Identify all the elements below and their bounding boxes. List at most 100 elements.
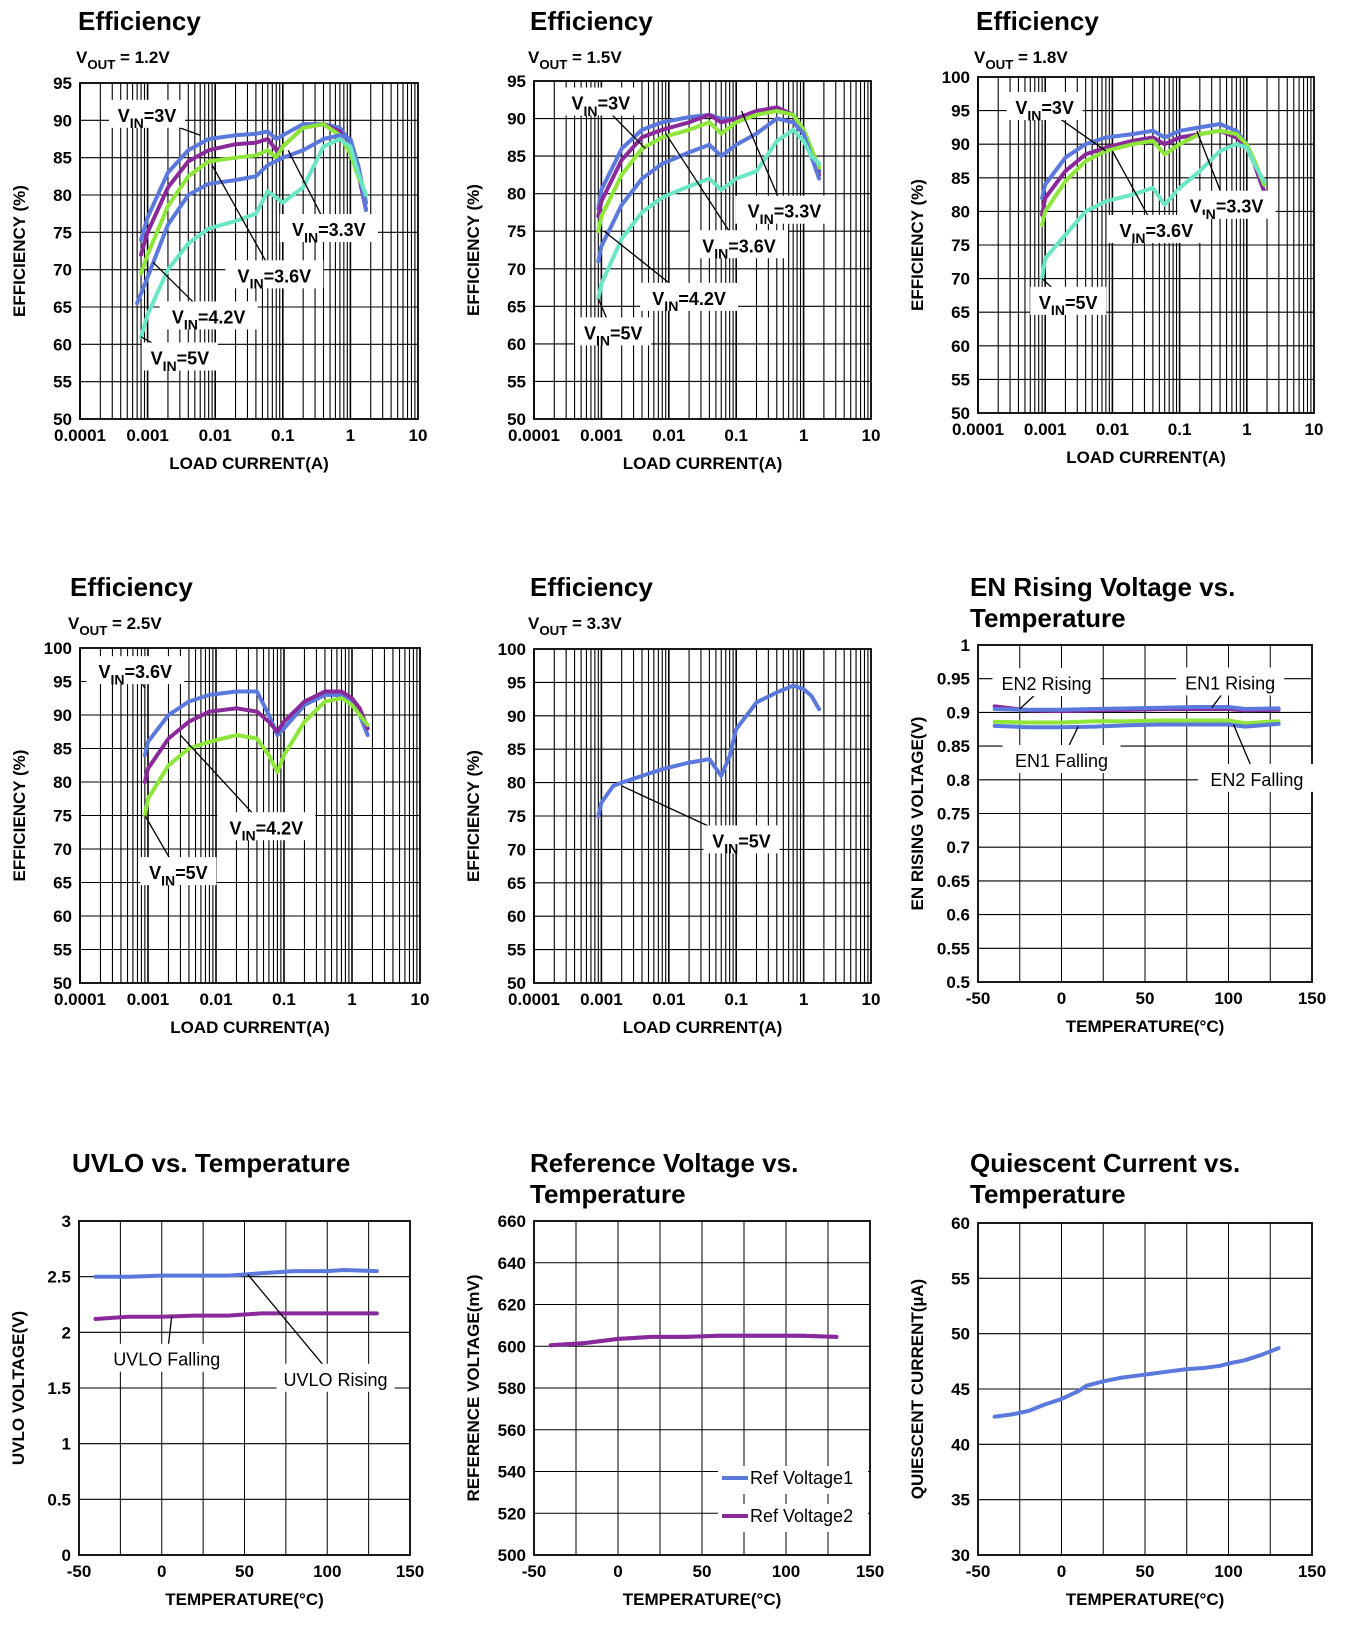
callout-label: EN1 Rising	[1185, 673, 1275, 693]
grid	[977, 76, 1315, 414]
x-tick-label: 0.0001	[508, 990, 560, 1009]
callout-label: VIN=5V	[1039, 293, 1098, 318]
y-axis-label: EFFICIENCY (%)	[464, 184, 483, 316]
callout-background	[1107, 214, 1206, 243]
y-tick-label: 70	[53, 261, 72, 280]
y-tick-label: 80	[53, 773, 72, 792]
y-tick-label: 75	[507, 807, 526, 826]
y-tick-label: 75	[53, 807, 72, 826]
callout-label-value: =4.2V	[678, 289, 726, 309]
chart-subtitle: VOUT = 1.2V	[76, 48, 170, 72]
series-line-1	[992, 1346, 1281, 1419]
x-tick-label: 1	[799, 990, 808, 1009]
callout-label-main: V	[702, 236, 714, 256]
callout-label-subscript: IN	[161, 872, 175, 888]
plot-frame	[79, 647, 421, 984]
x-tick-label: 0.0001	[508, 426, 560, 445]
series-line-2	[992, 721, 1281, 730]
x-axis-label: LOAD CURRENT(A)	[623, 1018, 783, 1037]
chart-6: EN Rising Voltage vs.Temperature 0.5 0.55 0…	[908, 572, 1326, 1036]
y-tick-label: 65	[507, 874, 526, 893]
y-tick-label: 85	[53, 740, 72, 759]
callout-label-subscript: IN	[304, 229, 318, 245]
series-line-3	[142, 696, 370, 818]
x-tick-label: 0.1	[724, 426, 748, 445]
x-tick-label: 0	[613, 1562, 622, 1581]
x-tick-label: 10	[409, 426, 428, 445]
callout-label-main: V	[1119, 221, 1131, 241]
callout-label-main: V	[712, 831, 724, 851]
callout-label-subscript: IN	[724, 841, 738, 857]
callout-label-subscript: IN	[760, 211, 774, 227]
series-line-3	[1040, 128, 1266, 227]
x-axis-label: LOAD CURRENT(A)	[169, 454, 329, 473]
chart-title: Quiescent Current vs.	[970, 1148, 1240, 1178]
y-tick-label: 75	[507, 222, 526, 241]
callout-background	[86, 656, 185, 685]
callout-background	[1176, 667, 1285, 696]
y-tick-label: 90	[507, 707, 526, 726]
callout-label: EN1 Falling	[1015, 751, 1108, 771]
callout-background	[1006, 91, 1083, 120]
legend-label: Ref Voltage2	[750, 1506, 853, 1526]
x-tick-label: 10	[411, 990, 430, 1009]
callout-label-value: =3V	[1041, 98, 1074, 118]
grid	[977, 1222, 1313, 1556]
x-tick-label: 1	[1242, 420, 1251, 439]
x-tick-label: 10	[862, 426, 881, 445]
y-tick-label: 90	[53, 706, 72, 725]
y-tick-label: 60	[951, 1214, 970, 1233]
callout-background	[735, 195, 834, 224]
callout-label-value: =3.6V	[728, 236, 776, 256]
y-tick-label: 50	[507, 974, 526, 993]
callout-label: VIN=3.6V	[98, 662, 172, 687]
callout-label: VIN=3V	[118, 106, 177, 131]
series-line-4	[596, 116, 822, 264]
plot-frame	[533, 648, 872, 984]
chart-subtitle-value: = 3.3V	[567, 614, 622, 633]
callout-leader	[247, 1274, 337, 1381]
callout-label: VIN=3.6V	[702, 236, 776, 261]
y-tick-label: 35	[951, 1491, 970, 1510]
y-tick-label: 540	[498, 1463, 526, 1482]
callout-background	[217, 812, 316, 841]
x-tick-label: 0.0001	[54, 426, 106, 445]
callout-label-value: =3.6V	[125, 662, 173, 682]
series-line-1	[596, 683, 822, 818]
chart-title: Efficiency	[530, 572, 653, 602]
callout-background	[1002, 744, 1121, 773]
callout-label-subscript: IN	[596, 333, 610, 349]
y-tick-label: 2.5	[47, 1268, 71, 1287]
callout-label: VIN=3.3V	[748, 202, 822, 227]
callout-label: UVLO Rising	[284, 1370, 388, 1390]
callout-label-subscript: IN	[584, 103, 598, 119]
callout-background	[159, 301, 258, 330]
y-tick-label: 0.7	[946, 838, 970, 857]
chart-subtitle-main: V	[528, 614, 540, 633]
x-tick-label: 10	[862, 990, 881, 1009]
callout-label-value: =3.6V	[1146, 221, 1194, 241]
y-tick-label: 1	[62, 1435, 71, 1454]
chart-subtitle-value: = 1.5V	[567, 48, 622, 67]
callout-background	[102, 1343, 231, 1372]
y-tick-label: 3	[62, 1212, 71, 1231]
y-tick-label: 55	[507, 372, 526, 391]
callout-label-main: V	[149, 863, 161, 883]
y-tick-label: 85	[53, 149, 72, 168]
callout-label-value: =3.3V	[318, 220, 366, 240]
chart-9: Quiescent Current vs.Temperature 30 35 40 45…	[908, 1148, 1326, 1609]
y-tick-label: 85	[507, 740, 526, 759]
chart-title: Reference Voltage vs.	[530, 1148, 798, 1178]
callout-leader	[740, 110, 786, 212]
callout-label-subscript: IN	[242, 828, 256, 844]
callout-label: VIN=4.2V	[652, 289, 726, 314]
x-tick-label: 0.001	[1024, 420, 1067, 439]
chart-title-line2: Temperature	[970, 1179, 1126, 1209]
callout-label-value: =4.2V	[198, 307, 246, 327]
chart-title: EN Rising Voltage vs.	[970, 572, 1235, 602]
x-tick-label: 150	[396, 1562, 424, 1581]
x-tick-label: -50	[966, 1562, 991, 1581]
callout-background	[1177, 190, 1276, 219]
